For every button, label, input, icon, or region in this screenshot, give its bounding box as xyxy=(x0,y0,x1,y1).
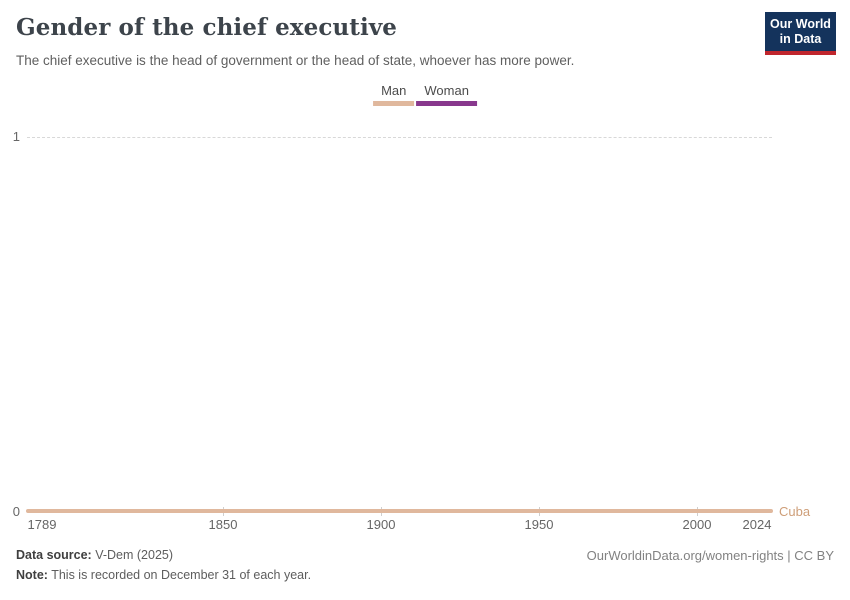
series-line-cuba xyxy=(26,509,773,513)
legend-item-man[interactable]: Man xyxy=(373,83,415,106)
y-axis-label-0: 0 xyxy=(12,504,20,519)
page-title: Gender of the chief executive xyxy=(16,14,398,41)
legend-label-woman: Woman xyxy=(424,83,469,98)
footer-note: Note: This is recorded on December 31 of… xyxy=(16,568,311,582)
gridline-y1 xyxy=(27,137,772,138)
entity-label-cuba[interactable]: Cuba xyxy=(779,504,811,519)
x-axis-label-1850: 1850 xyxy=(208,517,238,532)
legend: Man Woman xyxy=(373,83,477,106)
footer-data-source: Data source: V-Dem (2025) xyxy=(16,548,173,562)
x-axis-label-1900: 1900 xyxy=(366,517,396,532)
footer-data-source-value: V-Dem (2025) xyxy=(91,548,174,562)
footer-note-label: Note: xyxy=(16,568,48,582)
x-axis-label-2000: 2000 xyxy=(682,517,712,532)
legend-swatch-woman xyxy=(416,101,477,106)
legend-swatch-man xyxy=(373,101,415,106)
y-axis-label-1: 1 xyxy=(12,129,20,144)
chart-subtitle: The chief executive is the head of gover… xyxy=(16,53,575,68)
legend-item-woman[interactable]: Woman xyxy=(416,83,477,106)
x-axis-label-1789: 1789 xyxy=(27,517,57,532)
x-axis-label-1950: 1950 xyxy=(524,517,554,532)
owid-logo[interactable]: Our World in Data xyxy=(765,12,836,55)
owid-logo-line1: Our World xyxy=(770,17,831,31)
footer-data-source-label: Data source: xyxy=(16,548,92,562)
footer-url-license[interactable]: OurWorldinData.org/women-rights | CC BY xyxy=(586,548,834,563)
legend-label-man: Man xyxy=(381,83,407,98)
owid-logo-line2: in Data xyxy=(779,31,822,46)
x-axis-label-2024: 2024 xyxy=(742,517,772,532)
footer-note-value: This is recorded on December 31 of each … xyxy=(47,568,312,582)
